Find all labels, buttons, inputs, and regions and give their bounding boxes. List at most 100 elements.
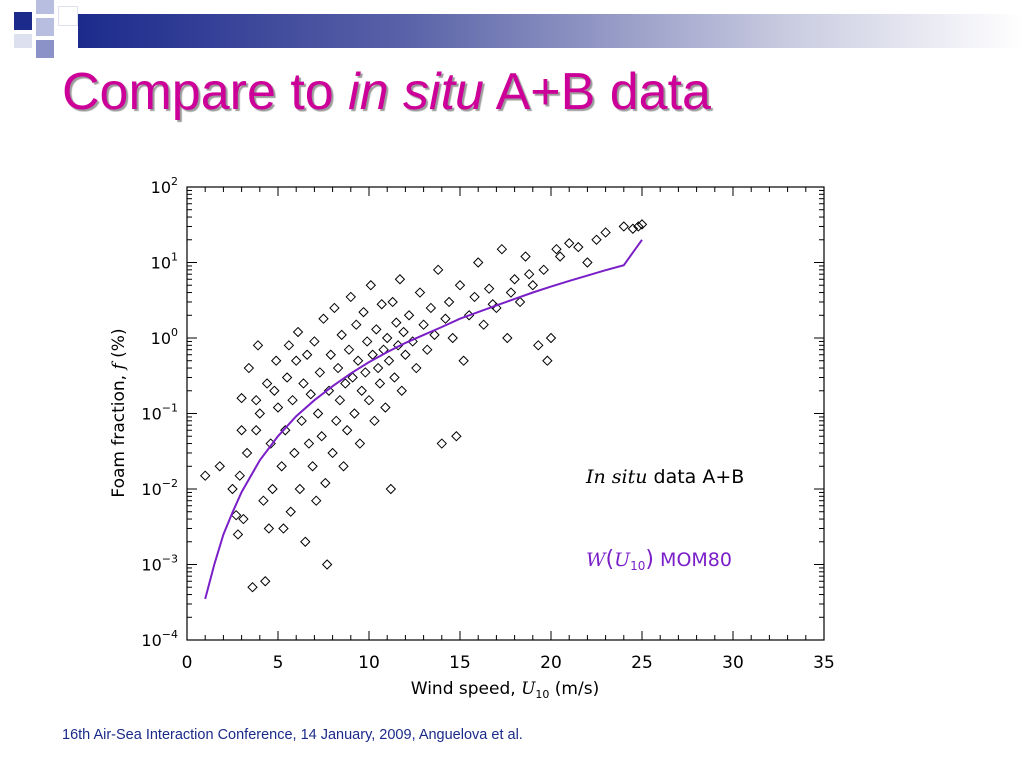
x-axis-label-text: Wind speed,	[411, 679, 521, 699]
x-tick-label: 30	[722, 653, 744, 673]
scatter-point	[573, 241, 584, 253]
scatter-point	[447, 332, 458, 344]
scatter-point	[432, 264, 444, 276]
scatter-point	[627, 223, 639, 234]
x-axis-label-unit: (m/s)	[549, 679, 599, 699]
scatter-point	[538, 264, 549, 276]
slide-footer: 16th Air-Sea Interaction Conference, 14 …	[62, 727, 523, 743]
x-tick-labels: 0 5 10 15 20 25 30 35	[182, 653, 835, 673]
scatter-point	[418, 319, 429, 330]
scatter-point	[356, 385, 367, 396]
scatter-point	[523, 268, 535, 280]
scatter-point	[307, 461, 318, 472]
scatter-point	[252, 340, 264, 351]
scatter-point	[509, 274, 520, 285]
legend-model-func: W	[586, 549, 607, 571]
scatter-point	[425, 302, 437, 314]
scatter-point	[269, 385, 280, 396]
scatter-point	[314, 367, 326, 378]
x-tick-label: 10	[358, 653, 380, 673]
scatter-point	[343, 344, 355, 355]
scatter-point	[303, 438, 315, 449]
scatter-point	[454, 280, 466, 291]
scatter-point	[374, 378, 386, 389]
scatter-point	[533, 340, 544, 351]
scatter-point	[331, 415, 342, 427]
scatter-point	[551, 243, 562, 255]
title-part-2: A+B data	[483, 63, 711, 121]
y-tick-label: 10−2	[141, 477, 178, 499]
legend-scatter-italic: In situ	[585, 466, 647, 488]
scatter-point	[389, 372, 400, 383]
scatter-point	[290, 355, 302, 366]
x-axis-label-sub: 10	[535, 688, 549, 701]
scatter-point	[469, 291, 480, 303]
scatter-point	[436, 438, 448, 449]
scatter-point	[349, 408, 360, 419]
scatter-point	[305, 389, 316, 400]
scatter-point	[542, 355, 553, 366]
scatter-point	[338, 461, 349, 472]
scatter-point	[292, 326, 304, 338]
scatter-point	[325, 349, 336, 360]
scatter-point	[296, 415, 307, 427]
scatter-series	[199, 219, 648, 593]
scatter-point	[385, 483, 397, 495]
legend-model-close-paren: )	[645, 547, 654, 572]
slide-title: Compare to in situ A+B data	[62, 62, 711, 122]
scatter-point	[369, 415, 380, 427]
scatter-point	[243, 362, 255, 374]
scatter-point	[316, 431, 327, 442]
scatter-point	[232, 529, 244, 540]
scatter-point	[633, 221, 644, 232]
scatter-point	[472, 257, 484, 268]
y-axis-label: Foam fraction, f (%)	[109, 328, 129, 497]
scatter-point	[287, 394, 298, 406]
scatter-point	[403, 310, 415, 321]
scatter-point	[214, 461, 225, 472]
scatter-point	[321, 559, 333, 570]
scatter-point	[400, 349, 411, 360]
legend-model-label: W(U10) MOM80	[586, 547, 732, 573]
y-tick-label: 101	[151, 251, 178, 273]
scatter-point	[258, 495, 269, 506]
scatter-point	[411, 362, 422, 374]
legend-model-rest: MOM80	[654, 549, 732, 571]
scatter-point	[527, 280, 539, 291]
scatter-point	[514, 296, 526, 308]
scatter-point	[563, 238, 575, 249]
scatter-point	[483, 283, 495, 294]
scatter-point	[360, 367, 371, 378]
scatter-point	[332, 362, 344, 374]
scatter-point	[502, 332, 513, 344]
x-tick-label: 0	[182, 653, 193, 673]
scatter-point	[334, 394, 346, 406]
scatter-point	[336, 329, 347, 341]
scatter-point	[278, 523, 289, 534]
scatter-point	[199, 470, 211, 481]
y-tick-labels: 10−4 10−3 10−2 10−1 100 101 102	[141, 175, 178, 650]
scatter-point	[440, 313, 451, 324]
scatter-point	[396, 385, 407, 396]
y-tick-label: 102	[151, 175, 178, 197]
scatter-point	[361, 336, 373, 347]
scatter-point	[241, 447, 253, 459]
scatter-point	[280, 425, 291, 436]
plot-frame	[186, 186, 825, 641]
x-tick-label: 35	[813, 653, 835, 673]
scatter-point	[294, 483, 306, 495]
scatter-point	[285, 506, 296, 517]
legend-scatter-rest: data A+B	[647, 466, 744, 488]
scatter-point	[600, 227, 611, 238]
scatter-point	[301, 349, 313, 360]
scatter-point	[250, 425, 262, 436]
scatter-point	[272, 402, 284, 413]
scatter-point	[327, 447, 338, 459]
scatter-point	[270, 355, 282, 366]
scatter-point	[250, 394, 262, 406]
scatter-point	[341, 425, 353, 436]
scatter-point	[236, 425, 247, 436]
scatter-point	[582, 257, 593, 268]
scatter-point	[283, 340, 295, 351]
